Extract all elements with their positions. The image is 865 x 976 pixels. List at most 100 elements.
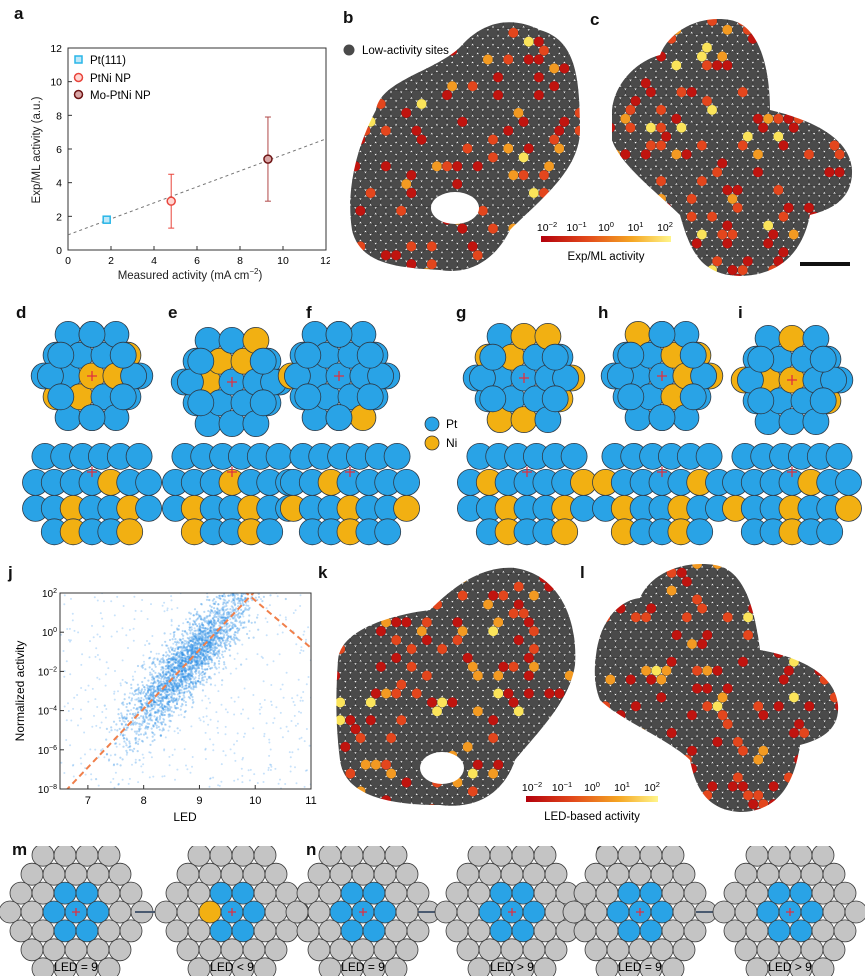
atom bbox=[390, 723, 402, 735]
atom bbox=[350, 599, 361, 610]
atom bbox=[467, 625, 479, 637]
atom bbox=[487, 625, 499, 637]
atom bbox=[472, 54, 484, 65]
atom bbox=[508, 98, 519, 110]
atom bbox=[518, 258, 529, 270]
scatter-point bbox=[253, 621, 257, 624]
atom bbox=[834, 611, 839, 623]
atom bbox=[482, 759, 494, 771]
atom bbox=[416, 714, 428, 726]
scatter-point bbox=[125, 705, 128, 709]
atom bbox=[472, 723, 484, 735]
atom bbox=[451, 232, 463, 243]
atom bbox=[431, 759, 443, 771]
atom bbox=[580, 10, 590, 20]
atom bbox=[803, 647, 815, 659]
atom bbox=[549, 750, 560, 762]
atom bbox=[803, 789, 815, 801]
atom bbox=[350, 196, 351, 208]
atom bbox=[523, 160, 535, 172]
scatter-point bbox=[168, 649, 171, 652]
atom bbox=[502, 214, 514, 226]
atom bbox=[757, 104, 769, 116]
y-tick-label: 10 bbox=[50, 77, 62, 89]
atom bbox=[543, 143, 555, 154]
atom bbox=[492, 178, 504, 190]
atom bbox=[508, 134, 519, 146]
atom bbox=[696, 798, 708, 810]
atom bbox=[405, 240, 417, 252]
atom bbox=[818, 175, 830, 187]
atom bbox=[336, 670, 341, 682]
atom bbox=[803, 629, 815, 641]
atom bbox=[783, 718, 795, 730]
atom bbox=[824, 148, 835, 160]
atom bbox=[452, 759, 463, 771]
atom bbox=[554, 759, 565, 771]
atom bbox=[411, 670, 423, 682]
atom bbox=[523, 196, 535, 208]
atom bbox=[533, 196, 545, 208]
atom bbox=[763, 700, 774, 712]
atom bbox=[706, 122, 718, 134]
atom bbox=[503, 670, 514, 682]
atom bbox=[757, 51, 769, 62]
atom bbox=[640, 60, 652, 71]
y-tick-label: 6 bbox=[56, 144, 62, 156]
atom bbox=[365, 27, 376, 39]
atom bbox=[656, 638, 667, 650]
atom bbox=[783, 629, 795, 641]
atom bbox=[778, 763, 790, 774]
atom bbox=[701, 42, 713, 53]
atom bbox=[818, 246, 830, 258]
atom bbox=[645, 264, 657, 276]
atom bbox=[365, 714, 377, 726]
y-tick-label: 8 bbox=[56, 110, 62, 122]
atom bbox=[441, 759, 453, 771]
scatter-point bbox=[141, 680, 144, 684]
atom bbox=[707, 781, 718, 792]
atom bbox=[610, 718, 621, 730]
atom bbox=[773, 113, 784, 125]
atom bbox=[543, 36, 555, 48]
atom bbox=[579, 116, 580, 128]
atom bbox=[722, 60, 733, 71]
atom bbox=[472, 178, 484, 190]
atom bbox=[655, 51, 667, 62]
atom bbox=[839, 104, 851, 116]
atom bbox=[732, 700, 744, 712]
atom bbox=[818, 264, 830, 276]
atom bbox=[375, 714, 387, 726]
atom bbox=[523, 741, 535, 753]
atom bbox=[426, 258, 438, 270]
atom bbox=[390, 125, 402, 137]
atom bbox=[640, 718, 652, 730]
atom bbox=[625, 638, 637, 650]
atom bbox=[513, 249, 524, 261]
scatter-point bbox=[118, 719, 121, 722]
scatter-point bbox=[235, 578, 237, 580]
atom bbox=[451, 89, 463, 101]
atom bbox=[655, 140, 667, 151]
atom bbox=[528, 679, 540, 690]
atom bbox=[834, 629, 839, 641]
atom bbox=[798, 709, 810, 721]
atom bbox=[497, 151, 509, 163]
atom bbox=[701, 754, 713, 766]
atom bbox=[813, 273, 825, 276]
atom bbox=[681, 700, 693, 712]
atom bbox=[773, 220, 784, 232]
atom bbox=[497, 750, 509, 762]
legend-pt111: Pt(111) bbox=[90, 55, 126, 67]
atom bbox=[502, 232, 514, 243]
atom bbox=[711, 237, 723, 249]
atom bbox=[426, 625, 438, 637]
atom bbox=[665, 122, 677, 134]
atom bbox=[762, 131, 774, 143]
atom bbox=[716, 229, 728, 240]
atom bbox=[508, 27, 519, 39]
atom bbox=[538, 98, 550, 110]
atom bbox=[360, 759, 372, 771]
scatter-point bbox=[214, 591, 216, 593]
